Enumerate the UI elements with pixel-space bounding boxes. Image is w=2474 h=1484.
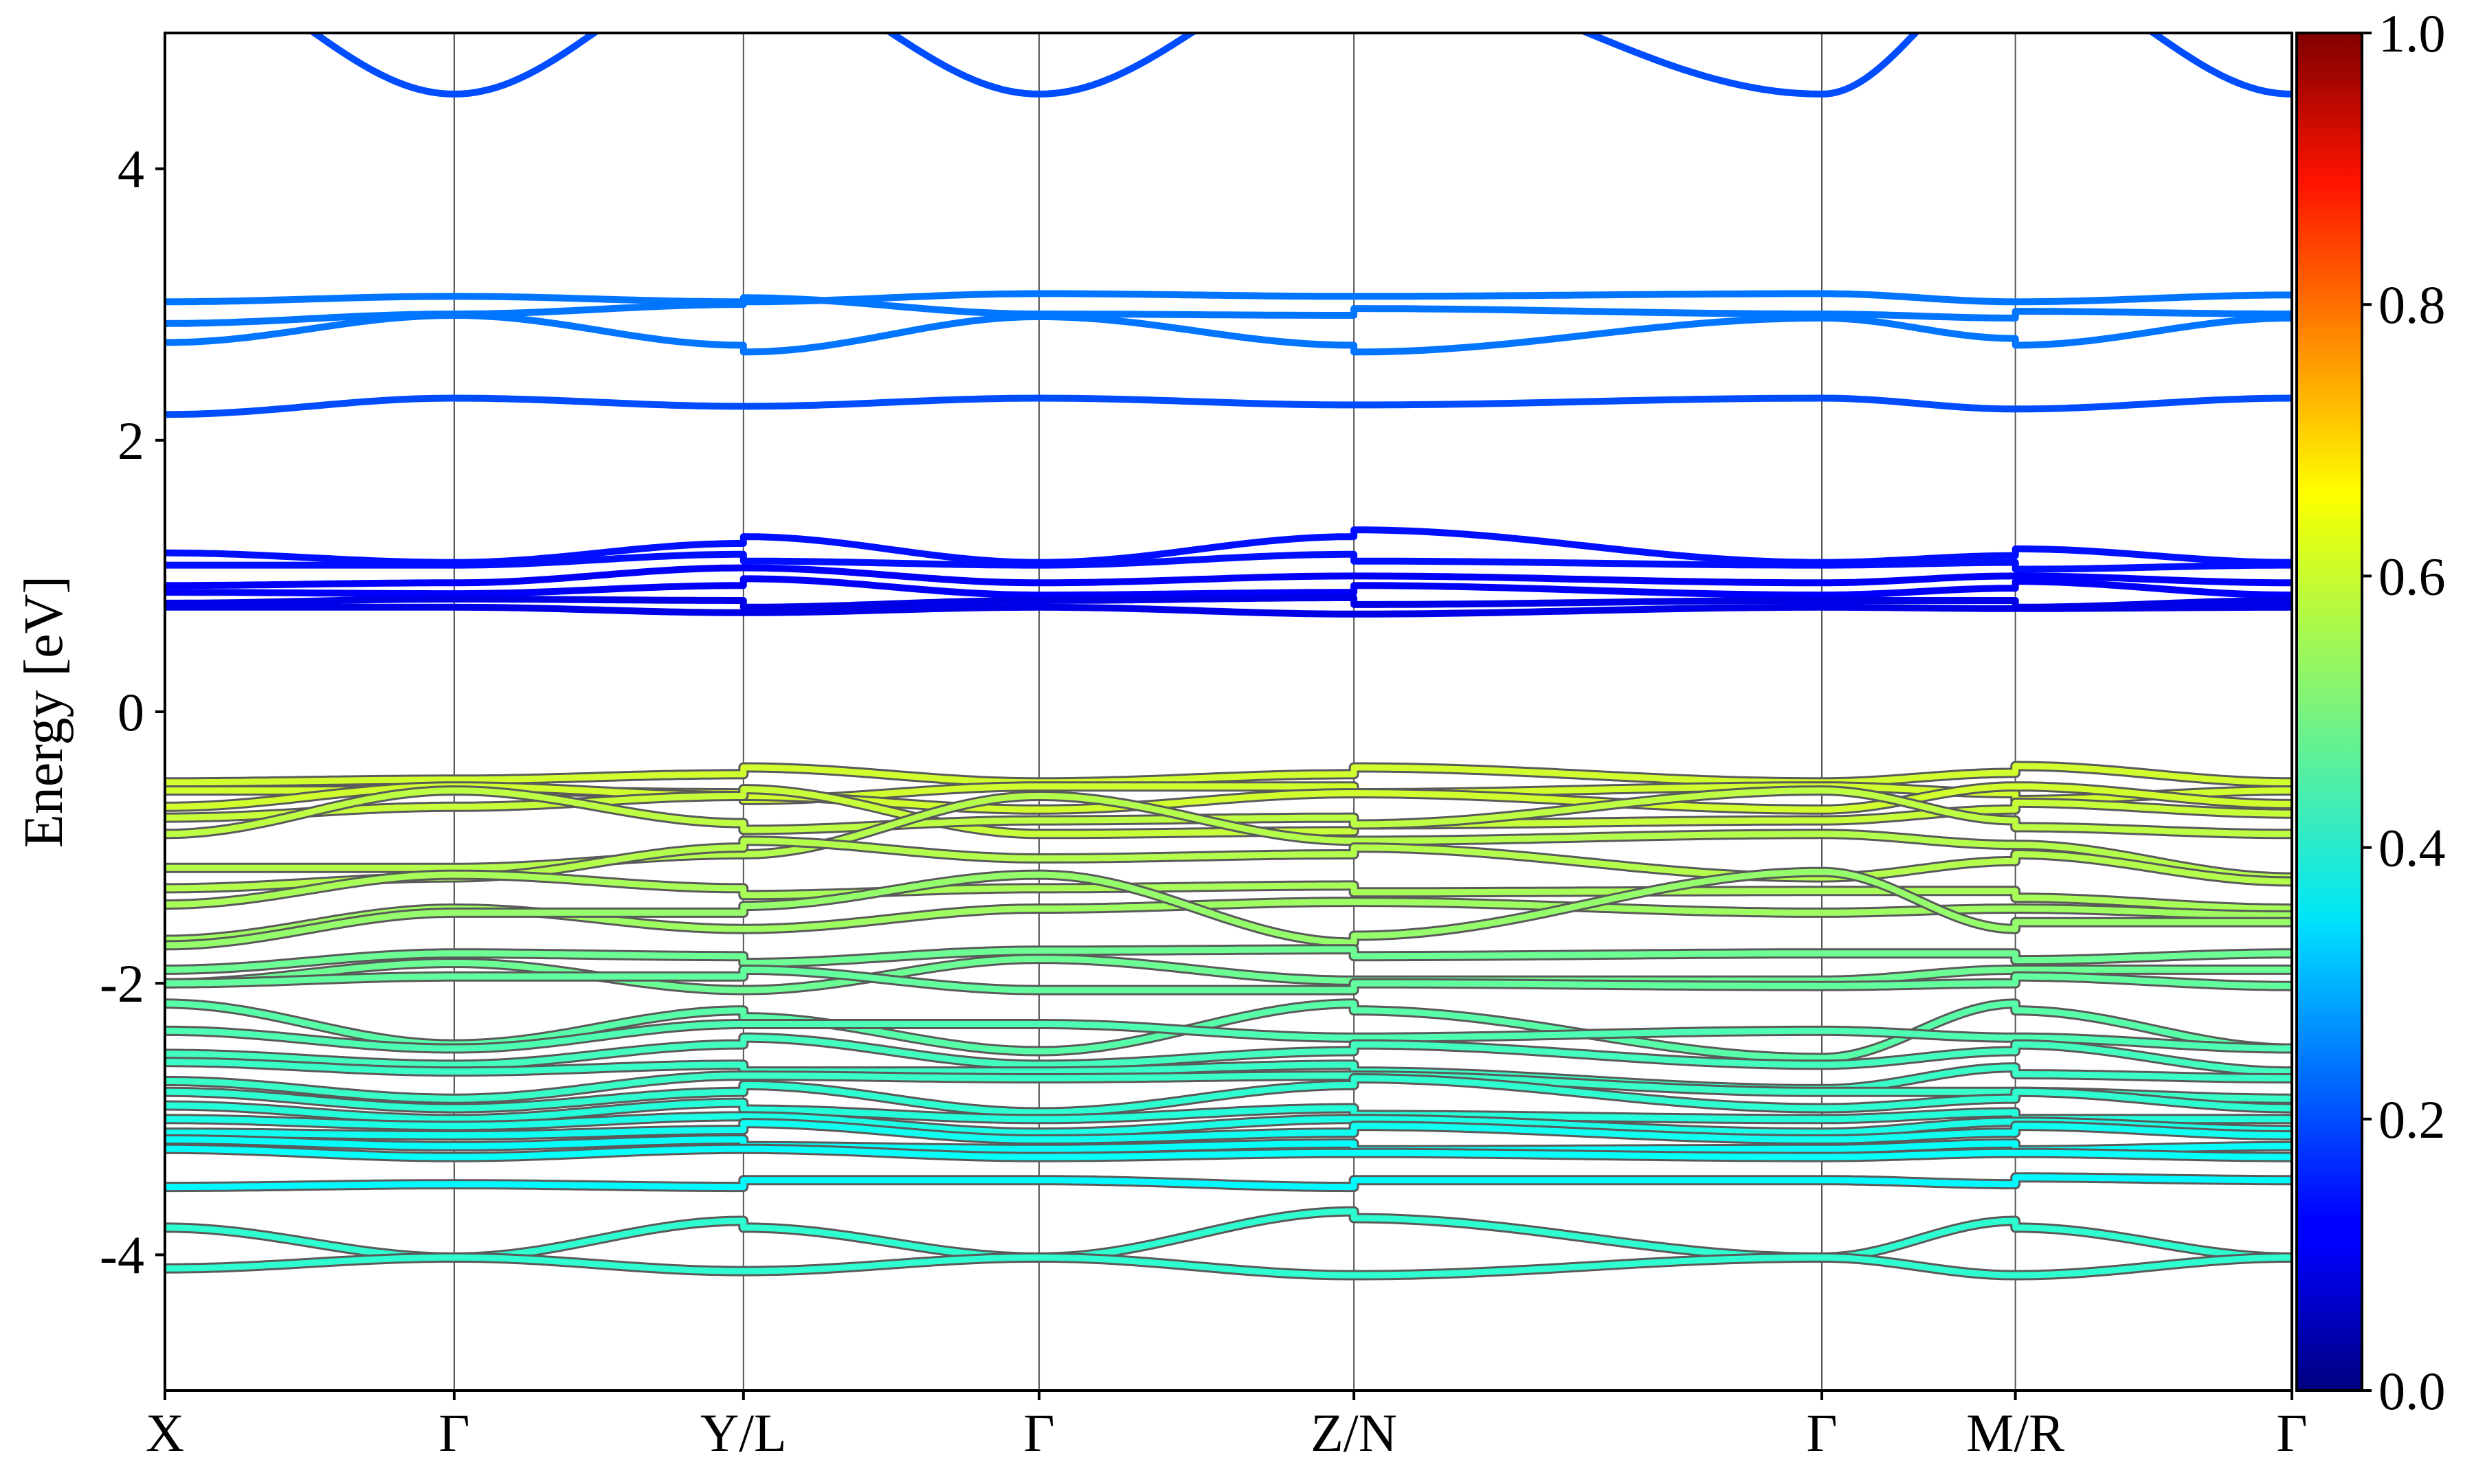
- y-tick-label: -2: [100, 954, 144, 1013]
- conduction-band: [165, 294, 2292, 327]
- colorbar: 0.0 0.2 0.4 0.6 0.8 1.0: [2295, 3, 2446, 1421]
- y-tick-label: 2: [118, 411, 144, 471]
- colorbar-tick-label: 0.4: [2378, 818, 2446, 878]
- y-tick-label: 4: [118, 139, 144, 199]
- conduction-band: [165, 312, 2292, 356]
- x-tick-label: Γ: [1023, 1403, 1054, 1463]
- x-tick-label: Γ: [2276, 1403, 2307, 1463]
- y-tick-label: 0: [118, 682, 144, 742]
- conduction-band: [165, 290, 2292, 306]
- valence-band: [165, 956, 2292, 993]
- valence-band: [165, 868, 2292, 949]
- valence-band: [165, 1034, 2292, 1075]
- x-tick-label: X: [146, 1403, 184, 1463]
- conduction-band: [165, 603, 2292, 618]
- y-axis: -4 -2 0 2 4: [100, 139, 165, 1285]
- valence-band: [165, 763, 2292, 786]
- x-axis: X Γ Y/L Γ Z/N Γ M/R Γ: [146, 1391, 2308, 1463]
- valence-band: [165, 1120, 2292, 1143]
- colorbar-tick-label: 1.0: [2378, 3, 2446, 63]
- x-tick-label: Γ: [438, 1403, 469, 1463]
- x-tick-label: Z/N: [1311, 1403, 1397, 1463]
- high-symmetry-lines: [453, 33, 2016, 1391]
- colorbar-tick-label: 0.8: [2378, 275, 2446, 335]
- valence-band: [165, 1021, 2292, 1052]
- valence-band: [165, 1254, 2292, 1279]
- plot-area: [165, 33, 2292, 1391]
- valence-band: [165, 946, 2292, 973]
- valence-band: [165, 1072, 2292, 1102]
- valence-band: [165, 1059, 2292, 1092]
- valence-band: [165, 1099, 2292, 1123]
- conduction-band: [165, 564, 2292, 589]
- valence-band: [165, 783, 2292, 813]
- valence-band: [165, 871, 2292, 912]
- conduction-band: [308, 33, 2292, 98]
- conduction-band: [165, 550, 2292, 573]
- valence-band: [165, 1145, 2292, 1160]
- conduction-band: [165, 394, 2292, 418]
- colorbar-gradient: [2295, 32, 2363, 1392]
- y-tick-label: -4: [100, 1225, 144, 1285]
- colorbar-tick-label: 0.6: [2378, 546, 2446, 606]
- conduction-band: [165, 594, 2292, 611]
- valence-band: [165, 1113, 2292, 1136]
- x-tick-label: Y/L: [700, 1403, 787, 1463]
- valence-band: [165, 786, 2292, 837]
- y-axis-title: Energy [eV]: [14, 576, 74, 848]
- colorbar-tick-label: 0.2: [2378, 1090, 2446, 1149]
- valence-band: [165, 793, 2292, 881]
- valence-band: [165, 1136, 2292, 1154]
- x-tick-label: M/R: [1966, 1403, 2064, 1463]
- bands-group: [165, 33, 2292, 1281]
- colorbar-tick-label: 0.0: [2378, 1361, 2446, 1421]
- conduction-band: [165, 575, 2292, 599]
- valence-band: [165, 966, 2292, 993]
- valence-band: [165, 1174, 2292, 1191]
- valence-band: [165, 1075, 2292, 1116]
- x-tick-label: Γ: [1806, 1403, 1837, 1463]
